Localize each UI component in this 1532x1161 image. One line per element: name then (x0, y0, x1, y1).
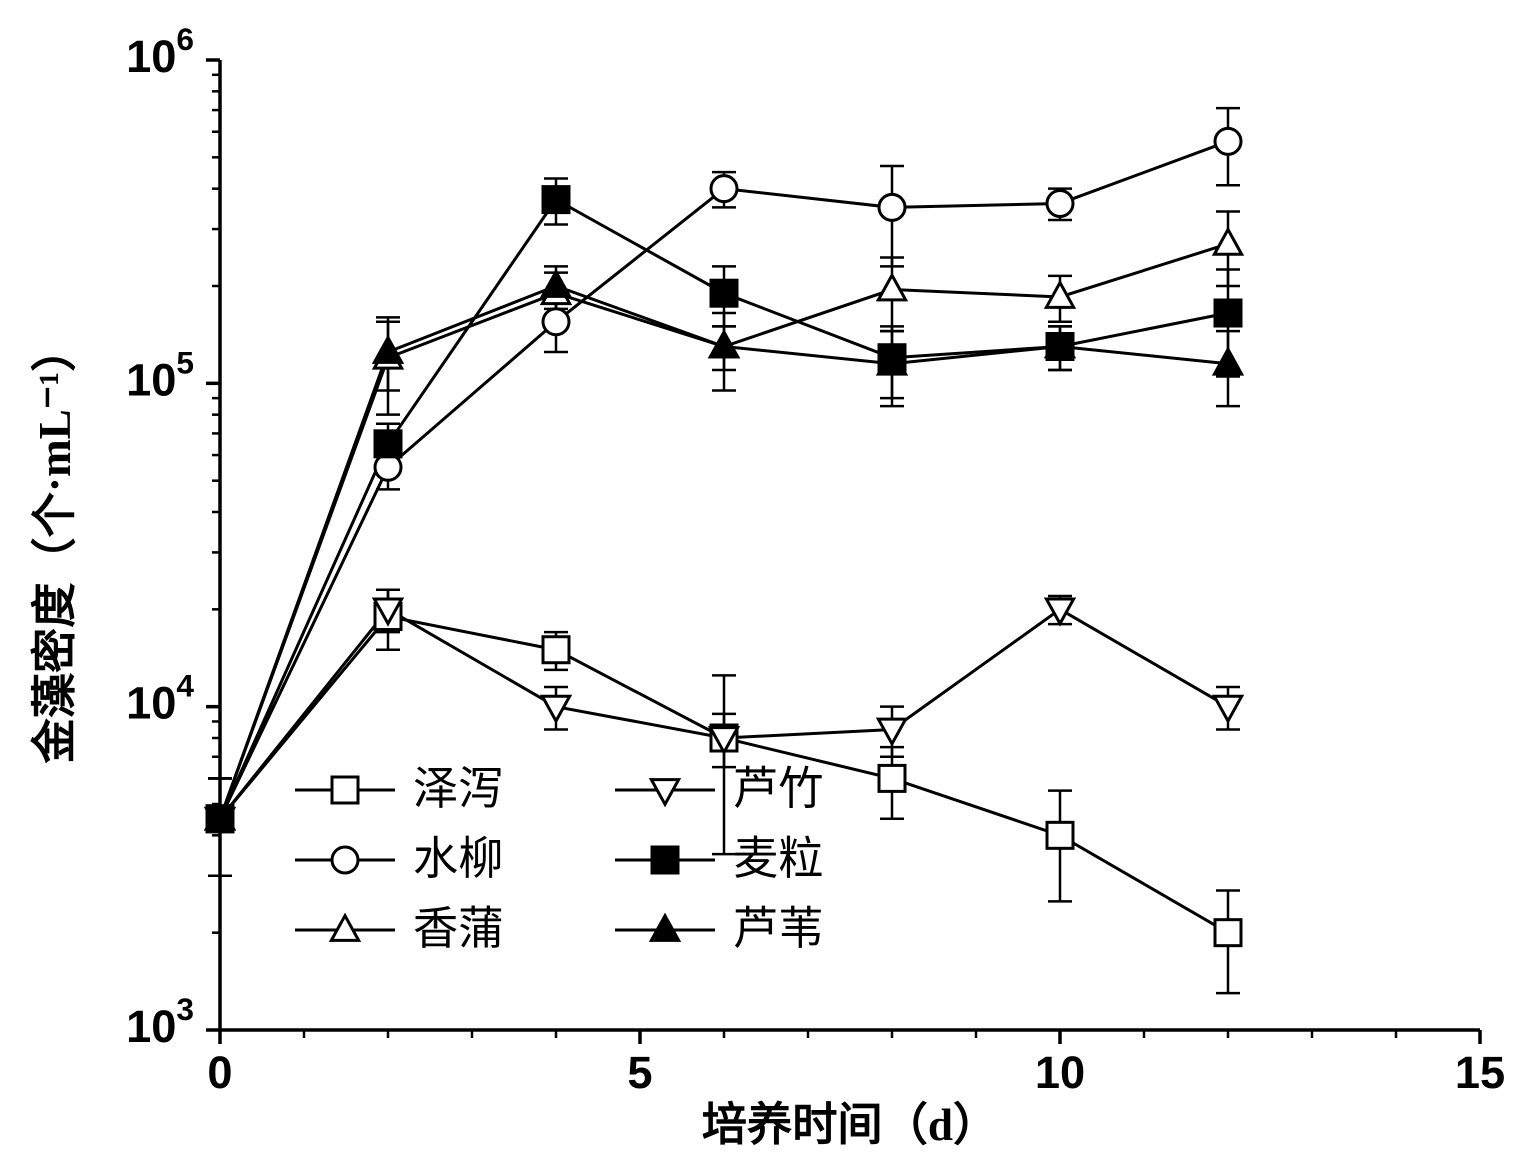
marker-triangle-down (651, 780, 678, 805)
marker-square (1047, 822, 1073, 848)
marker-square (332, 777, 358, 803)
legend-label: 麦粒 (733, 834, 823, 884)
marker-circle (543, 309, 569, 335)
marker-circle (711, 176, 737, 202)
marker-triangle-up (651, 916, 678, 941)
legend-label: 香蒲 (413, 904, 503, 954)
marker-triangle-up (1214, 230, 1241, 255)
marker-circle (1215, 128, 1241, 154)
marker-circle (879, 194, 905, 220)
legend-label: 泽泻 (413, 764, 503, 814)
y-tick-label: 105 (126, 344, 194, 405)
x-tick-label: 10 (1035, 1047, 1085, 1098)
marker-circle (332, 847, 358, 873)
marker-square (879, 765, 905, 791)
chart-svg: 051015培养时间（d）103104105106金藻密度（个·mL⁻¹）泽泻芦… (0, 0, 1532, 1161)
marker-square (711, 280, 737, 306)
y-tick-label: 104 (126, 668, 194, 729)
y-axis-label: 金藻密度（个·mL⁻¹） (30, 327, 80, 764)
legend-label: 芦竹 (733, 764, 823, 814)
x-tick-label: 15 (1455, 1047, 1505, 1098)
marker-triangle-down (1046, 599, 1073, 624)
marker-square (543, 637, 569, 663)
marker-circle (1047, 190, 1073, 216)
marker-triangle-down (1214, 696, 1241, 721)
chart-container: 051015培养时间（d）103104105106金藻密度（个·mL⁻¹）泽泻芦… (0, 0, 1532, 1161)
y-tick-label: 106 (126, 21, 194, 82)
legend-label: 水柳 (413, 834, 503, 884)
marker-square (543, 187, 569, 213)
marker-square (652, 847, 678, 873)
marker-triangle-up (542, 272, 569, 297)
marker-square (1215, 300, 1241, 326)
legend-label: 芦苇 (733, 904, 823, 954)
legend: 泽泻 芦竹水柳 麦粒香蒲 芦苇 (295, 764, 823, 954)
x-tick-label: 0 (207, 1047, 232, 1098)
marker-triangle-up (331, 916, 358, 941)
y-tick-label: 103 (126, 991, 194, 1052)
marker-square (1215, 920, 1241, 946)
x-tick-label: 5 (627, 1047, 652, 1098)
marker-square (375, 431, 401, 457)
x-axis-label: 培养时间（d） (702, 1100, 998, 1150)
marker-triangle-up (878, 275, 905, 300)
marker-triangle-up (374, 338, 401, 363)
